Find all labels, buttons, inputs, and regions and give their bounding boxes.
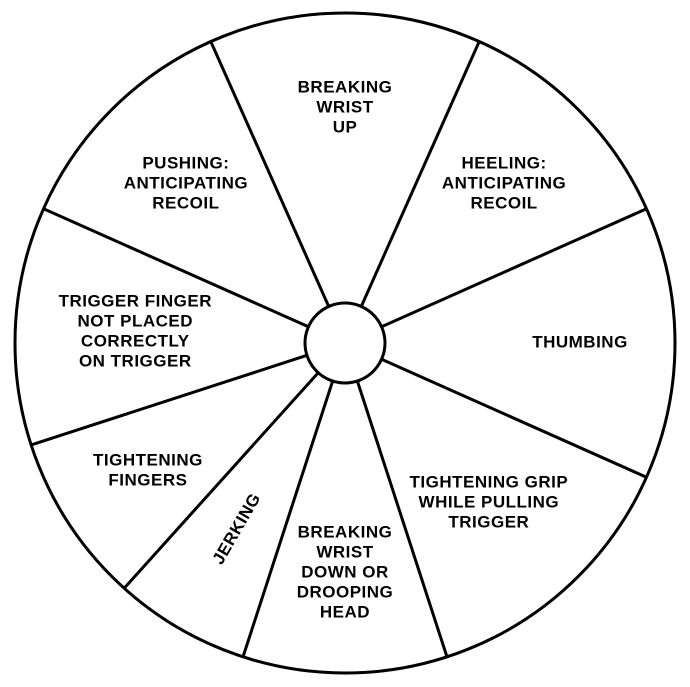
segment-label: BREAKING: [298, 77, 393, 96]
segment-label: TIGHTENING GRIP: [410, 472, 569, 491]
segment-label: DROOPING: [297, 582, 394, 601]
segment-label: PUSHING:: [142, 153, 229, 172]
segment-label: UP: [333, 117, 358, 136]
segment-label: TRIGGER: [448, 512, 529, 531]
segment-label: ANTICIPATING: [442, 173, 566, 192]
segment-label: BREAKING: [298, 522, 393, 541]
segment-label: WHILE PULLING: [419, 492, 560, 511]
segment-label: NOT PLACED: [78, 311, 194, 330]
segment-label: FINGERS: [108, 470, 187, 489]
segment-label: WRIST: [316, 542, 373, 561]
segment-trigger-finger-not-placed: TRIGGER FINGERNOT PLACEDCORRECTLYON TRIG…: [59, 291, 212, 370]
segment-label: ANTICIPATING: [124, 173, 248, 192]
segment-label: TRIGGER FINGER: [59, 291, 212, 310]
segment-label: CORRECTLY: [81, 331, 190, 350]
shooting-error-wheel: BREAKINGWRISTUPPUSHING:ANTICIPATINGRECOI…: [0, 0, 690, 687]
segment-thumbing: THUMBING: [532, 332, 628, 351]
inner-hub: [305, 303, 385, 383]
segment-tightening-fingers: TIGHTENINGFINGERS: [93, 450, 203, 489]
segment-label: HEELING:: [461, 153, 546, 172]
segment-label: ON TRIGGER: [79, 351, 192, 370]
segment-label: THUMBING: [532, 332, 628, 351]
segment-label: RECOIL: [152, 193, 219, 212]
segment-label: RECOIL: [470, 193, 537, 212]
segment-label: DOWN OR: [301, 562, 389, 581]
segment-label: HEAD: [320, 602, 370, 621]
segment-label: TIGHTENING: [93, 450, 203, 469]
segment-label: WRIST: [316, 97, 373, 116]
